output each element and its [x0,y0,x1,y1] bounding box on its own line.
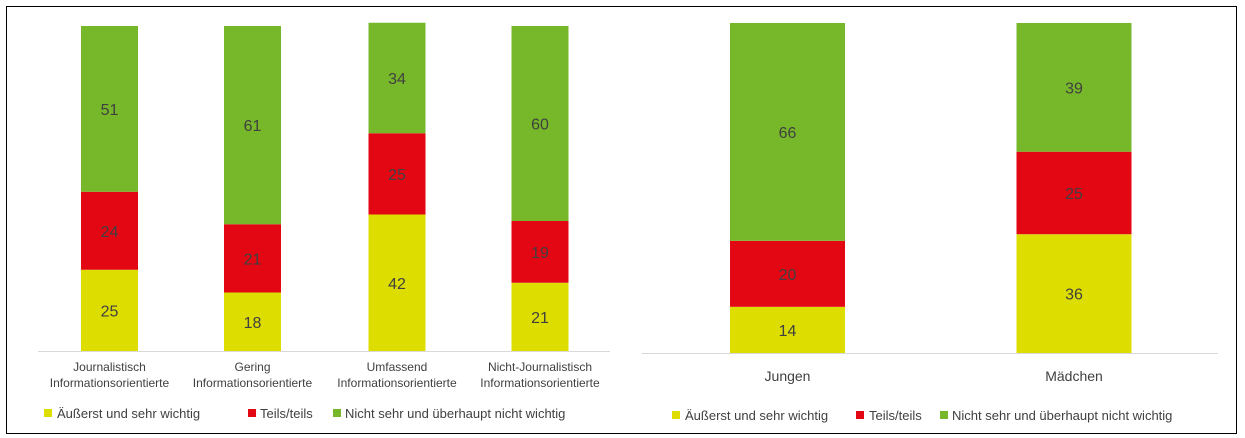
legend-swatch [333,409,341,417]
bar-segment-1-2-2 [224,224,281,293]
data-label: 39 [1065,80,1083,97]
data-label: 36 [1065,287,1083,304]
x-tick-label: Mädchen [1045,368,1103,384]
bar-segment-2-1-3 [730,23,845,241]
legend-label: Teils/teils [260,406,313,421]
bar-segment-1-3-1 [368,214,426,351]
chart-panel-2: 14 20 66 36 25 39 Jungen Mädchen Äußerst und seh… [642,23,1218,423]
bar-segment-1-2-1 [224,292,281,351]
figure-frame [6,6,1237,434]
data-label: 25 [388,167,406,184]
x-tick-label: Jungen [765,368,811,384]
bar-segment-1-4-2 [511,221,569,283]
x-tick-label: Umfassend Informationsorientierte [337,360,457,390]
legend-swatch [248,409,256,417]
x-tick-label: Journalistisch Informationsorientierte [50,360,170,390]
data-label: 19 [531,245,549,262]
data-label: 66 [779,125,797,142]
data-label: 51 [101,102,119,119]
x-tick-label: Nicht-Journalistisch Informationsorientie… [480,360,600,390]
bar-segment-1-2-3 [224,26,281,225]
bar-segment-2-1-2 [730,240,845,307]
data-label: 34 [388,71,406,88]
bar-segment-2-2-2 [1016,151,1132,235]
data-label: 21 [244,251,262,268]
data-label: 14 [779,323,797,340]
data-label: 18 [244,315,262,332]
data-label: 42 [388,276,406,293]
legend-swatch [940,411,948,419]
data-label: 20 [779,267,797,284]
data-label: 25 [1065,186,1083,203]
data-label: 24 [101,224,119,241]
bar-segment-1-1-2 [81,191,138,270]
bar-segment-2-2-1 [1016,234,1132,353]
legend-swatch [44,409,52,417]
legend-label: Äußerst und sehr wichtig [685,408,828,423]
legend-label: Nicht sehr und überhaupt nicht wichtig [952,408,1172,423]
bar-segment-1-1-1 [81,269,138,351]
data-label: 21 [531,310,549,327]
bar-segment-2-1-1 [730,306,845,353]
data-label: 60 [531,117,549,134]
legend-swatch [856,411,864,419]
bar-segment-1-4-1 [511,282,569,351]
chart-panel-1: 25 24 51 18 21 61 42 25 34 21 19 60 Journalistisch In… [38,22,610,421]
legend-label: Nicht sehr und überhaupt nicht wichtig [345,406,565,421]
x-tick-label: Gering Informationsorientierte [193,360,313,390]
legend-label: Äußerst und sehr wichtig [57,406,200,421]
bar-segment-1-1-3 [81,26,138,192]
legend-label: Teils/teils [869,408,922,423]
bar-segment-2-2-3 [1016,23,1132,152]
data-label: 25 [101,303,119,320]
bar-segment-1-4-3 [511,26,569,221]
bar-segment-1-3-3 [368,22,426,134]
bar-segment-1-3-2 [368,133,426,215]
legend-swatch [672,411,680,419]
data-label: 61 [244,118,262,135]
